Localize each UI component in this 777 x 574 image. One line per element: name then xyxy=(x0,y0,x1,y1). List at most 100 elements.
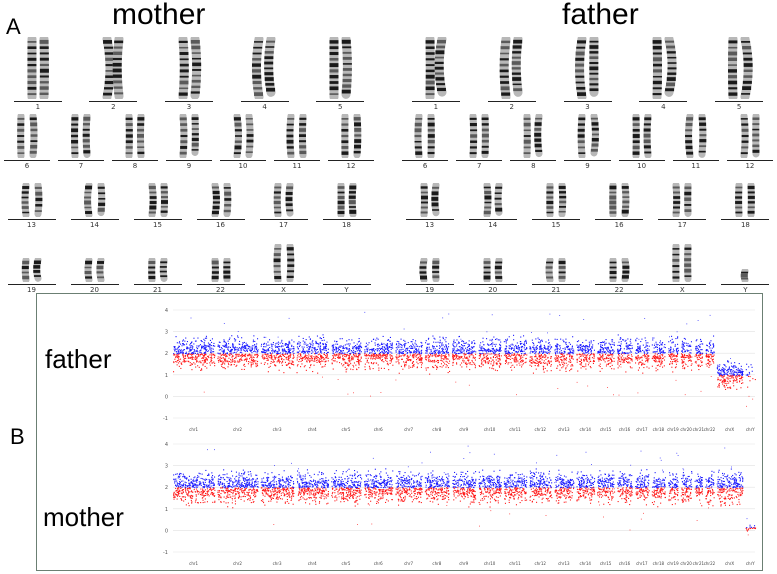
y-tick-label: 1 xyxy=(165,507,168,513)
chromosome-axis-label: chr14 xyxy=(579,561,591,566)
chromosome-segment-chr18 xyxy=(651,337,666,372)
chromosome-segment-chr22 xyxy=(705,470,715,509)
chromosome-axis-label: chr7 xyxy=(404,427,413,432)
chromosome-pair xyxy=(211,183,231,217)
chromosome-baseline xyxy=(112,160,158,161)
chromosome-segment-chr6 xyxy=(364,457,394,525)
chromosome-number-label: 3 xyxy=(186,103,192,111)
chromosome-axis-label: chr22 xyxy=(704,561,716,566)
chromosome-pair xyxy=(27,37,49,99)
chromosome-segment-chr15 xyxy=(597,470,616,518)
y-tick-label: -1 xyxy=(163,550,168,556)
chromosome-segment-chrY xyxy=(745,518,757,536)
chromosome-axis-label: chr8 xyxy=(432,561,441,566)
chromosome-baseline xyxy=(70,219,119,220)
chromosome-pair xyxy=(609,183,630,217)
chromosome-pair xyxy=(71,114,91,158)
chromosome-baseline xyxy=(595,284,644,285)
mother-karyotype-title: mother xyxy=(112,0,206,31)
chromosome-pair xyxy=(483,183,503,217)
chromosome-number-label: 12 xyxy=(346,162,356,170)
chromosome-baseline xyxy=(133,284,182,285)
chromosome-segment-chr20 xyxy=(680,468,693,503)
karyotype-panel: 1 2 3 4 5 6 7 8 9 10 11 12 13 14 15 16 17 18 19 20 21 22 X Y 1 2 3… xyxy=(4,37,773,294)
chromosome-axis-label: chr5 xyxy=(342,427,351,432)
chromosome-pair xyxy=(483,258,503,282)
chromosome-pair xyxy=(329,37,353,99)
chromosome-axis-label: chr21 xyxy=(693,561,705,566)
chromosome-baseline xyxy=(531,284,580,285)
chromosome-baseline xyxy=(220,160,266,161)
chromosome-baseline xyxy=(322,219,371,220)
chromosome-axis-label: chr13 xyxy=(558,427,570,432)
chromosome-pair xyxy=(21,183,42,217)
chromosome-baseline xyxy=(196,284,245,285)
chromosome-number-label: 15 xyxy=(153,221,162,229)
chromosome-axis-label: chr4 xyxy=(308,427,317,432)
chromosome-pair xyxy=(546,183,567,217)
chromosome-segment-chr18 xyxy=(651,457,666,508)
chromosome-number-label: 19 xyxy=(425,286,435,294)
chromosome-number-label: X xyxy=(679,286,685,294)
father-karyotype-title: father xyxy=(562,0,639,31)
chromosome-axis-label: chr10 xyxy=(484,561,496,566)
chromosome-number-label: 14 xyxy=(488,221,498,229)
chromosome-number-label: 7 xyxy=(78,162,84,170)
chromosome-segment-chrX xyxy=(716,358,744,390)
chromosome-pair xyxy=(273,243,294,282)
chromosome-pair xyxy=(125,114,145,158)
chromosome-pair xyxy=(735,183,756,217)
chromosome-axis-label: chr14 xyxy=(579,427,591,432)
chromosome-axis-label: chr2 xyxy=(233,427,242,432)
chromosome-segment-chr13 xyxy=(554,315,575,389)
chromosome-segment-chr12 xyxy=(529,462,553,516)
chromosome-pair xyxy=(740,114,760,158)
chromosome-axis-label: chr6 xyxy=(374,427,383,432)
chromosome-baseline xyxy=(510,160,557,161)
chromosome-number-label: 8 xyxy=(132,162,138,170)
chromosome-number-label: 4 xyxy=(262,103,267,111)
chromosome-number-label: 18 xyxy=(342,221,351,229)
chromosome-segment-chr16 xyxy=(617,334,633,396)
chromosome-baseline xyxy=(564,160,611,161)
chromosome-pair xyxy=(211,258,230,282)
chromosome-number-label: Y xyxy=(344,286,349,294)
chromosome-segment-chr14 xyxy=(576,319,595,387)
y-tick-label: 2 xyxy=(165,485,168,491)
chromosome-segment-chr6 xyxy=(364,311,394,397)
chromosome-axis-label: chr9 xyxy=(459,427,468,432)
chromosome-number-label: 1 xyxy=(433,103,439,111)
chromosome-baseline xyxy=(618,160,665,161)
chromosome-number-label: 8 xyxy=(531,162,536,170)
chromosome-axis-label: chr21 xyxy=(693,427,705,432)
chromosome-segment-chr17 xyxy=(635,450,650,520)
chromosome-baseline xyxy=(531,219,580,220)
chromosome-number-label: 20 xyxy=(90,286,99,294)
chromosome-segment-chr1 xyxy=(173,317,216,393)
chromosome-number-label: 21 xyxy=(551,286,561,294)
chromosome-baseline xyxy=(456,160,503,161)
chromosome-baseline xyxy=(259,284,308,285)
chromosome-segment-chrY xyxy=(745,363,756,407)
chromosome-axis-label: chrY xyxy=(746,427,755,432)
y-tick-label: 2 xyxy=(165,351,168,357)
chromosome-number-label: 7 xyxy=(476,162,482,170)
panel-a-letter: A xyxy=(6,14,21,39)
chromosome-baseline xyxy=(715,101,764,102)
father-cnv-plot: 4 3 2 1 0 -1 chr1 chr2 chr3 chr4 chr5 chr6 chr7 chr8 c… xyxy=(163,308,756,432)
chromosome-number-label: 13 xyxy=(27,221,36,229)
chromosome-baseline xyxy=(165,101,213,102)
chromosome-segment-chr19 xyxy=(668,331,679,381)
chromosome-axis-label: chr19 xyxy=(667,427,679,432)
chromosome-axis-label: chr1 xyxy=(189,427,198,432)
chromosome-baseline xyxy=(672,160,719,161)
cnv-plot-panel: father mother 4 3 2 1 0 -1 chr1 chr2 chr3 chr4 chr… xyxy=(36,293,763,571)
chromosome-pair xyxy=(499,37,523,99)
chromosome-pair xyxy=(672,243,692,282)
chromosome-segment-chr2 xyxy=(217,323,259,370)
chromosome-pair xyxy=(425,37,447,99)
chromosome-baseline xyxy=(405,219,454,220)
chromosome-pair xyxy=(273,183,293,217)
chromosome-segment-chr12 xyxy=(529,313,553,374)
chromosome-segment-chr19 xyxy=(668,452,679,506)
